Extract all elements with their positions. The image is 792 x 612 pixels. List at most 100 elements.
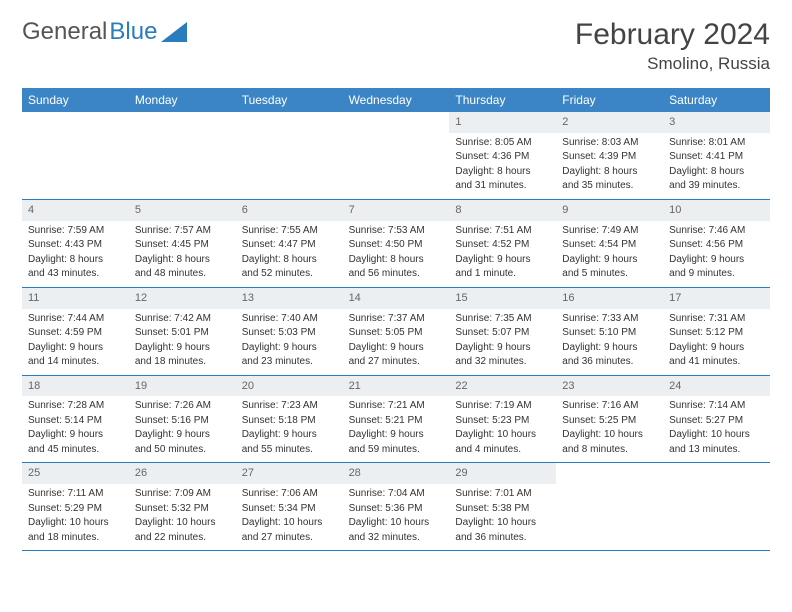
daylight-line1: Daylight: 9 hours [562, 341, 657, 355]
location: Smolino, Russia [575, 54, 770, 74]
daylight-line1: Daylight: 9 hours [28, 428, 123, 442]
sunrise-text: Sunrise: 7:28 AM [28, 399, 123, 413]
sunset-text: Sunset: 5:27 PM [669, 414, 764, 428]
daylight-line2: and 39 minutes. [669, 179, 764, 193]
sunrise-text: Sunrise: 7:40 AM [242, 312, 337, 326]
daylight-line2: and 36 minutes. [562, 355, 657, 369]
daylight-line2: and 32 minutes. [455, 355, 550, 369]
sunset-text: Sunset: 4:36 PM [455, 150, 550, 164]
daylight-line1: Daylight: 9 hours [242, 341, 337, 355]
day-content: Sunrise: 8:05 AMSunset: 4:36 PMDaylight:… [449, 133, 556, 199]
sunrise-text: Sunrise: 7:26 AM [135, 399, 230, 413]
month-title: February 2024 [575, 18, 770, 52]
daylight-line1: Daylight: 10 hours [242, 516, 337, 530]
day-number: 15 [449, 288, 556, 309]
day-number: 12 [129, 288, 236, 309]
daylight-line1: Daylight: 10 hours [28, 516, 123, 530]
day-number: 23 [556, 376, 663, 397]
sunset-text: Sunset: 5:07 PM [455, 326, 550, 340]
logo-triangle-icon [161, 22, 187, 42]
day-cell: 17Sunrise: 7:31 AMSunset: 5:12 PMDayligh… [663, 288, 770, 375]
sunrise-text: Sunrise: 7:46 AM [669, 224, 764, 238]
day-number: 17 [663, 288, 770, 309]
day-cell: 26Sunrise: 7:09 AMSunset: 5:32 PMDayligh… [129, 463, 236, 550]
daylight-line2: and 43 minutes. [28, 267, 123, 281]
day-cell: 3Sunrise: 8:01 AMSunset: 4:41 PMDaylight… [663, 112, 770, 199]
day-cell: 0 [129, 112, 236, 199]
sunset-text: Sunset: 4:45 PM [135, 238, 230, 252]
daylight-line2: and 59 minutes. [349, 443, 444, 457]
day-number: 10 [663, 200, 770, 221]
daylight-line1: Daylight: 9 hours [455, 253, 550, 267]
day-cell: 23Sunrise: 7:16 AMSunset: 5:25 PMDayligh… [556, 376, 663, 463]
day-cell: 0 [343, 112, 450, 199]
day-cell: 11Sunrise: 7:44 AMSunset: 4:59 PMDayligh… [22, 288, 129, 375]
daylight-line1: Daylight: 10 hours [135, 516, 230, 530]
sunrise-text: Sunrise: 7:35 AM [455, 312, 550, 326]
day-content: Sunrise: 7:57 AMSunset: 4:45 PMDaylight:… [129, 221, 236, 287]
weeks-container: 00001Sunrise: 8:05 AMSunset: 4:36 PMDayl… [22, 112, 770, 551]
sunset-text: Sunset: 5:16 PM [135, 414, 230, 428]
day-cell: 1Sunrise: 8:05 AMSunset: 4:36 PMDaylight… [449, 112, 556, 199]
logo: GeneralBlue [22, 18, 187, 46]
day-cell: 0 [22, 112, 129, 199]
day-content: Sunrise: 7:59 AMSunset: 4:43 PMDaylight:… [22, 221, 129, 287]
sunrise-text: Sunrise: 7:04 AM [349, 487, 444, 501]
sunset-text: Sunset: 5:36 PM [349, 502, 444, 516]
day-number: 16 [556, 288, 663, 309]
week-row: 18Sunrise: 7:28 AMSunset: 5:14 PMDayligh… [22, 376, 770, 464]
daylight-line2: and 50 minutes. [135, 443, 230, 457]
daylight-line2: and 13 minutes. [669, 443, 764, 457]
sunset-text: Sunset: 5:10 PM [562, 326, 657, 340]
sunrise-text: Sunrise: 7:44 AM [28, 312, 123, 326]
day-number: 21 [343, 376, 450, 397]
day-number: 2 [556, 112, 663, 133]
week-row: 00001Sunrise: 8:05 AMSunset: 4:36 PMDayl… [22, 112, 770, 200]
daylight-line2: and 23 minutes. [242, 355, 337, 369]
daylight-line2: and 1 minute. [455, 267, 550, 281]
calendar: SundayMondayTuesdayWednesdayThursdayFrid… [22, 88, 770, 551]
daylight-line2: and 56 minutes. [349, 267, 444, 281]
week-row: 11Sunrise: 7:44 AMSunset: 4:59 PMDayligh… [22, 288, 770, 376]
day-cell: 12Sunrise: 7:42 AMSunset: 5:01 PMDayligh… [129, 288, 236, 375]
day-cell: 19Sunrise: 7:26 AMSunset: 5:16 PMDayligh… [129, 376, 236, 463]
day-content: Sunrise: 7:51 AMSunset: 4:52 PMDaylight:… [449, 221, 556, 287]
weekday-cell: Wednesday [343, 88, 450, 112]
sunrise-text: Sunrise: 7:49 AM [562, 224, 657, 238]
day-cell: 6Sunrise: 7:55 AMSunset: 4:47 PMDaylight… [236, 200, 343, 287]
daylight-line1: Daylight: 9 hours [455, 341, 550, 355]
daylight-line2: and 36 minutes. [455, 531, 550, 545]
day-content: Sunrise: 7:37 AMSunset: 5:05 PMDaylight:… [343, 309, 450, 375]
day-content: Sunrise: 7:46 AMSunset: 4:56 PMDaylight:… [663, 221, 770, 287]
daylight-line2: and 31 minutes. [455, 179, 550, 193]
daylight-line2: and 18 minutes. [28, 531, 123, 545]
daylight-line2: and 22 minutes. [135, 531, 230, 545]
day-content: Sunrise: 7:16 AMSunset: 5:25 PMDaylight:… [556, 396, 663, 462]
week-row: 4Sunrise: 7:59 AMSunset: 4:43 PMDaylight… [22, 200, 770, 288]
day-content: Sunrise: 7:11 AMSunset: 5:29 PMDaylight:… [22, 484, 129, 550]
day-content: Sunrise: 7:21 AMSunset: 5:21 PMDaylight:… [343, 396, 450, 462]
sunset-text: Sunset: 5:21 PM [349, 414, 444, 428]
day-number: 7 [343, 200, 450, 221]
sunset-text: Sunset: 5:05 PM [349, 326, 444, 340]
day-content: Sunrise: 7:09 AMSunset: 5:32 PMDaylight:… [129, 484, 236, 550]
day-cell: 28Sunrise: 7:04 AMSunset: 5:36 PMDayligh… [343, 463, 450, 550]
sunrise-text: Sunrise: 8:05 AM [455, 136, 550, 150]
daylight-line1: Daylight: 9 hours [28, 341, 123, 355]
day-number: 28 [343, 463, 450, 484]
day-number: 11 [22, 288, 129, 309]
day-cell: 22Sunrise: 7:19 AMSunset: 5:23 PMDayligh… [449, 376, 556, 463]
week-row: 25Sunrise: 7:11 AMSunset: 5:29 PMDayligh… [22, 463, 770, 551]
sunset-text: Sunset: 4:41 PM [669, 150, 764, 164]
weekday-header-row: SundayMondayTuesdayWednesdayThursdayFrid… [22, 88, 770, 112]
sunrise-text: Sunrise: 7:59 AM [28, 224, 123, 238]
sunset-text: Sunset: 5:32 PM [135, 502, 230, 516]
sunset-text: Sunset: 5:29 PM [28, 502, 123, 516]
daylight-line1: Daylight: 10 hours [455, 428, 550, 442]
day-content: Sunrise: 7:49 AMSunset: 4:54 PMDaylight:… [556, 221, 663, 287]
day-content: Sunrise: 7:04 AMSunset: 5:36 PMDaylight:… [343, 484, 450, 550]
sunrise-text: Sunrise: 8:01 AM [669, 136, 764, 150]
daylight-line2: and 27 minutes. [349, 355, 444, 369]
daylight-line1: Daylight: 8 hours [28, 253, 123, 267]
daylight-line2: and 5 minutes. [562, 267, 657, 281]
